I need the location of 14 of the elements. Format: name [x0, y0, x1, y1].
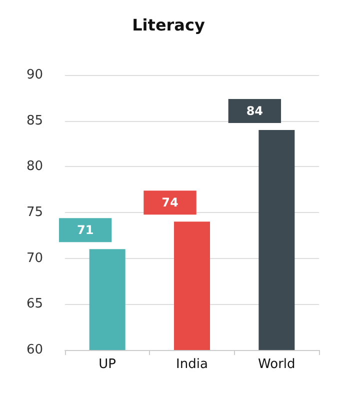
y-tick-label: 85	[26, 113, 43, 128]
y-tick-label: 65	[26, 296, 43, 312]
y-tick-label: 80	[26, 159, 43, 174]
y-tick-label: 70	[26, 250, 43, 266]
x-tick-label: UP	[98, 357, 116, 372]
y-tick-label: 60	[26, 342, 43, 358]
y-tick-label: 75	[26, 205, 43, 220]
y-tick-label: 90	[26, 68, 43, 82]
x-tick-label: India	[176, 357, 208, 372]
x-tick-label: World	[258, 357, 296, 372]
data-label: 74	[162, 196, 178, 210]
data-label: 84	[246, 104, 264, 118]
data-label: 71	[76, 223, 94, 238]
chart-title: Literacy	[132, 16, 206, 34]
